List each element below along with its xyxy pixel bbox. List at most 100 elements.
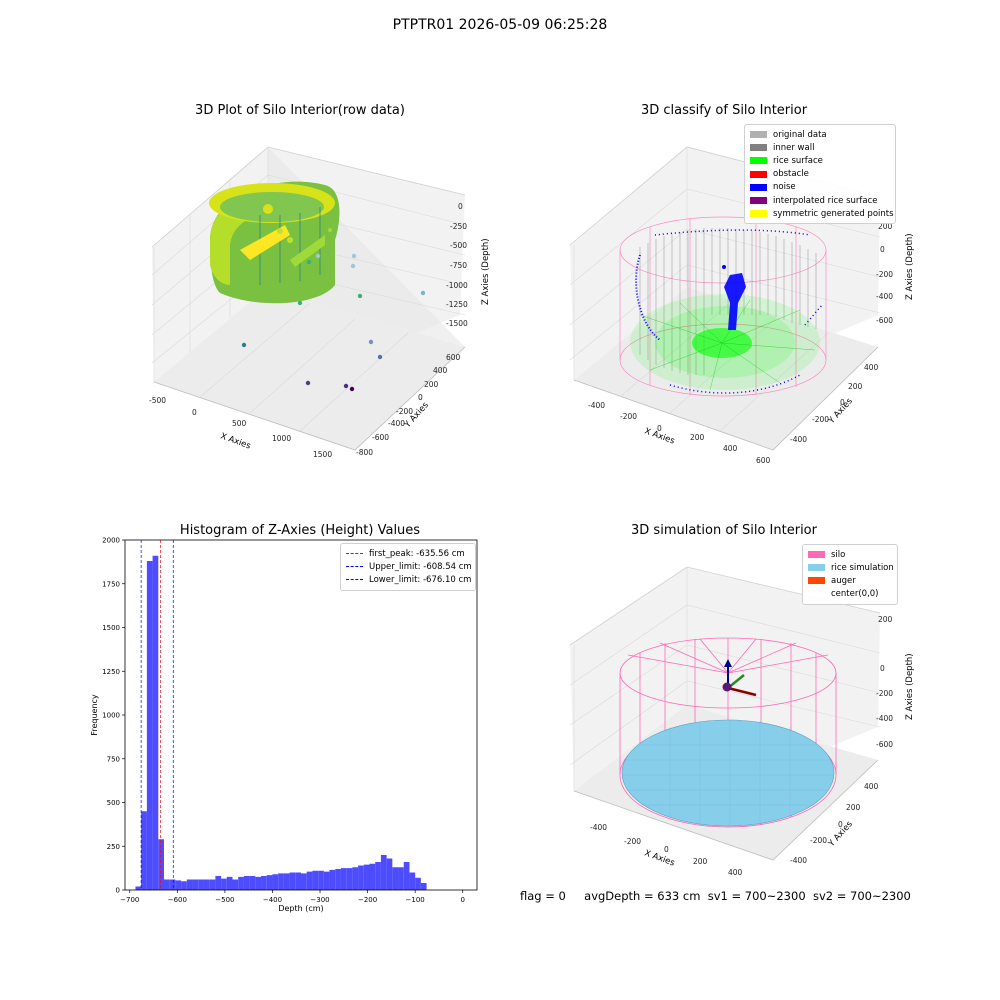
raw-y-tick: 200 [424, 380, 439, 389]
histogram-bar [363, 864, 370, 890]
legend-label: noise [773, 182, 796, 193]
raw-z-tick: -1250 [446, 300, 468, 309]
histogram-y-tick-label: 500 [107, 799, 120, 807]
histogram-bar [409, 872, 416, 890]
legend-label: Lower_limit: -676.10 cm [369, 574, 472, 585]
classify-x-tick: 200 [690, 433, 705, 442]
legend-swatch [750, 197, 767, 205]
simulation-x-tick: 0 [664, 845, 669, 854]
classify-z-tick: 0 [880, 245, 885, 254]
legend-label: original data [773, 129, 827, 140]
simulation-y-tick: 400 [864, 782, 879, 791]
simulation-legend: silo rice simulation auger center(0,0) [802, 544, 898, 605]
raw-silo-ring [209, 181, 340, 304]
histogram-bar [215, 876, 222, 890]
histogram-bar [352, 867, 359, 890]
simulation-axis-ticks: -400 -200 0 200 400 400 200 0 -200 -400 … [590, 615, 893, 877]
classify-z-tick: -200 [876, 270, 893, 279]
histogram-bar [318, 870, 324, 890]
legend-label: interpolated rice surface [773, 195, 878, 206]
histogram-bar [135, 886, 142, 890]
histogram-bar [346, 868, 353, 890]
simulation-rice-surface [621, 719, 835, 827]
histogram-x-tick-label: −500 [215, 896, 234, 904]
legend-item: symmetric generated points [750, 207, 894, 220]
histogram-bar [358, 865, 364, 890]
histogram-bar [398, 867, 404, 890]
raw-y-tick: 400 [433, 366, 448, 375]
raw-z-tick: -500 [450, 241, 467, 250]
histogram-bar [232, 879, 239, 890]
classify-plot-title: 3D classify of Silo Interior [640, 103, 808, 118]
histogram-y-tick-label: 0 [116, 887, 120, 895]
raw-z-tick: -250 [450, 222, 467, 231]
legend-label: center(0,0) [831, 589, 879, 600]
histogram-x-tick-label: −200 [358, 896, 377, 904]
classify-3d-plot: -400 -200 0 200 400 600 400 200 0 -200 -… [569, 146, 915, 465]
histogram-chart: −700 −600 −500 −400 −300 −200 −100 0 0 250 500 750… [90, 537, 478, 913]
simulation-x-tick: -200 [624, 837, 641, 846]
histogram-bar [289, 872, 296, 890]
legend-label: silo [831, 549, 846, 560]
histogram-bar [175, 880, 182, 890]
legend-item: rice surface [750, 154, 890, 167]
simulation-z-tick: 200 [878, 615, 893, 624]
histogram-bar [323, 871, 330, 890]
legend-swatch [750, 131, 767, 139]
histogram-bar [415, 877, 421, 890]
simulation-y-tick: 200 [846, 803, 861, 812]
legend-item: rice simulation [808, 561, 894, 574]
histogram-bar [221, 878, 227, 890]
classify-y-tick: 0 [840, 398, 845, 407]
histogram-x-tick-label: −400 [263, 896, 282, 904]
histogram-bar [261, 876, 267, 890]
histogram-bar [198, 879, 204, 890]
classify-y-tick: 200 [848, 382, 863, 391]
classify-silo-wireframe [619, 216, 827, 397]
legend-swatch [750, 170, 767, 178]
histogram-bar [272, 874, 279, 890]
histogram-bar [169, 879, 176, 890]
legend-item: first_peak: -635.56 cm [346, 547, 470, 560]
histogram-bar [283, 873, 290, 890]
raw-x-tick: 1000 [272, 434, 291, 443]
legend-item: original data [750, 128, 890, 141]
raw-y-tick: -600 [372, 433, 389, 442]
classify-z-tick: -400 [876, 292, 893, 301]
raw-axis-ticks: -500 0 500 1000 1500 600 400 200 0 -200 … [149, 202, 468, 459]
raw-x-label: X Axies [219, 431, 252, 451]
histogram-bar [209, 879, 216, 890]
legend-label: inner wall [773, 142, 815, 153]
raw-x-tick: 500 [232, 419, 247, 428]
histogram-legend: first_peak: -635.56 cm Upper_limit: -608… [340, 543, 476, 591]
histogram-x-tick-label: −600 [168, 896, 187, 904]
legend-label: auger [831, 575, 856, 586]
histogram-frame [124, 539, 478, 891]
histogram-title: Histogram of Z-Axies (Height) Values [179, 523, 421, 538]
legend-label: symmetric generated points [773, 208, 894, 219]
histogram-bar [369, 863, 376, 890]
histogram-bar [340, 868, 347, 890]
classify-z-label: Z Axies (Depth) [905, 233, 915, 300]
legend-swatch [750, 183, 767, 191]
histogram-bar [255, 876, 262, 890]
avg-depth-status: avgDepth = 633 cm [584, 889, 701, 903]
histogram-bar [375, 862, 381, 890]
classify-legend: original data inner wall rice surface ob… [744, 124, 896, 225]
simulation-plot-title: 3D simulation of Silo Interior [631, 523, 817, 538]
legend-line [346, 553, 363, 555]
histogram-bar [380, 855, 387, 890]
raw-x-tick: -500 [149, 396, 166, 405]
histogram-bar [329, 869, 336, 890]
legend-item: obstacle [750, 168, 890, 181]
histogram-x-tick-label: 0 [460, 896, 464, 904]
histogram-y-tick-label: 1750 [102, 580, 120, 588]
legend-item: center(0,0) [808, 588, 892, 601]
simulation-z-tick: 0 [880, 664, 885, 673]
histogram-y-tick-label: 1000 [102, 712, 120, 720]
raw-outlier-points [241, 253, 426, 392]
histogram-bar [301, 873, 307, 890]
flag-status: flag = 0 [520, 889, 566, 903]
histogram-bar [392, 867, 399, 890]
classify-y-tick: 400 [864, 363, 879, 372]
